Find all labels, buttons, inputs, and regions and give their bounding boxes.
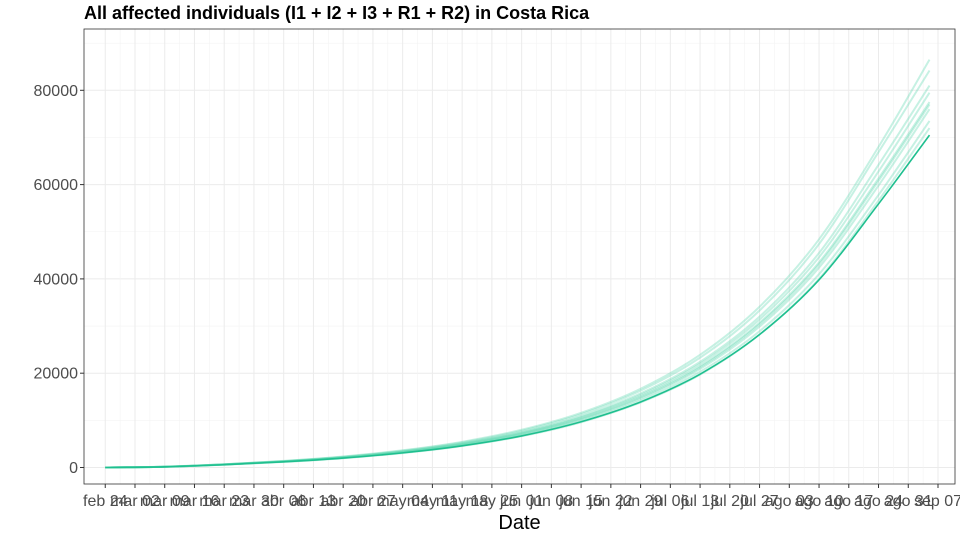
series-layer xyxy=(105,59,931,469)
y-tick-label: 20000 xyxy=(34,366,79,383)
grid-layer xyxy=(84,29,955,484)
chart-title: All affected individuals (I1 + I2 + I3 +… xyxy=(84,3,590,23)
x-tick-label: mar 09 xyxy=(140,493,190,510)
x-tick-label: feb 24 xyxy=(83,493,128,510)
x-tick-label: abr 06 xyxy=(261,493,306,510)
x-tick-label: mar 30 xyxy=(229,493,279,510)
series-line xyxy=(105,101,931,469)
x-tick-label: may 11 xyxy=(407,493,458,510)
x-tick-label: may 04 xyxy=(376,493,429,510)
x-tick-label: ago 03 xyxy=(765,493,814,510)
y-tick-label: 80000 xyxy=(34,83,79,100)
x-tick-label: ago 24 xyxy=(854,493,903,510)
x-tick-label: jul 27 xyxy=(739,493,778,510)
panel-border xyxy=(83,28,956,485)
x-tick-label: may 25 xyxy=(466,493,519,510)
x-tick-label: ago 31 xyxy=(884,493,933,510)
series-line-main xyxy=(105,134,931,469)
x-tick-label: jul 06 xyxy=(650,493,689,510)
series-line xyxy=(105,103,931,469)
y-tick-label: 40000 xyxy=(34,271,79,288)
y-tick-label: 0 xyxy=(69,460,78,477)
x-tick-label: abr 27 xyxy=(350,493,395,510)
x-tick-label: ago 10 xyxy=(795,493,844,510)
x-tick-label: ago 17 xyxy=(824,493,873,510)
x-tick-label: jun 29 xyxy=(618,493,663,510)
x-tick-label: may 18 xyxy=(436,493,489,510)
x-tick-label: abr 20 xyxy=(320,493,365,510)
x-tick-label: mar 02 xyxy=(110,493,160,510)
y-tick-label: 60000 xyxy=(34,177,79,194)
x-tick-label: jun 22 xyxy=(588,493,633,510)
x-tick-label: jun 08 xyxy=(529,493,574,510)
x-tick-label: sep 07 xyxy=(914,493,960,510)
series-line xyxy=(105,127,931,469)
x-tick-label: mar 23 xyxy=(199,493,249,510)
x-axis-title: Date xyxy=(498,512,540,534)
x-tick-label: jul 13 xyxy=(680,493,719,510)
x-tick-label: jun 01 xyxy=(499,493,544,510)
series-line xyxy=(105,59,931,469)
x-tick-label: jul 20 xyxy=(710,493,749,510)
x-tick-label: abr 13 xyxy=(291,493,336,510)
x-tick-label: mar 16 xyxy=(170,493,220,510)
x-tick-label: jun 15 xyxy=(558,493,603,510)
